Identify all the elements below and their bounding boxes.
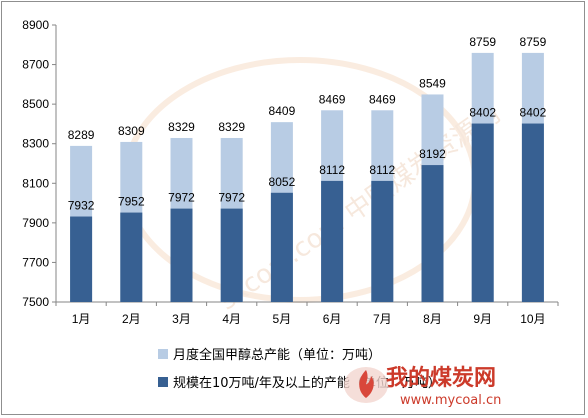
legend-swatch-total: [158, 349, 168, 359]
bar-large-scale-capacity: [270, 192, 293, 302]
x-tick-label: 1月: [72, 312, 91, 326]
data-label-total: 8469: [369, 92, 396, 106]
y-tick-label: 8700: [22, 58, 49, 72]
data-label-total: 8409: [269, 104, 296, 118]
bar-large-scale-capacity: [371, 180, 394, 302]
logo-text: 我的煤炭网: [386, 365, 496, 391]
y-tick-label: 7700: [22, 255, 49, 269]
bar-large-scale-capacity: [321, 180, 344, 302]
bar-large-scale-capacity: [471, 123, 494, 302]
data-label-total: 8309: [118, 124, 145, 138]
x-tick-label: 9月: [473, 312, 492, 326]
bar-large-scale-capacity: [220, 208, 243, 302]
x-tick-label: 4月: [222, 312, 241, 326]
bar-large-scale-capacity: [421, 165, 444, 302]
x-tick-label: 10月: [520, 312, 545, 326]
x-tick-label: 8月: [423, 312, 442, 326]
data-label-large-scale: 7932: [68, 199, 95, 213]
data-label-large-scale: 8052: [269, 175, 296, 189]
data-label-large-scale: 8402: [520, 106, 547, 120]
data-label-total: 8329: [218, 120, 245, 134]
bar-large-scale-capacity: [521, 123, 544, 302]
flame-logo-icon: [344, 367, 388, 403]
y-tick-label: 7900: [22, 216, 49, 230]
legend-label-total: 月度全国甲醇总产能（单位：万吨）: [173, 347, 381, 363]
data-label-total: 8469: [319, 92, 346, 106]
data-label-large-scale: 8402: [469, 106, 496, 120]
y-tick-label: 8500: [22, 97, 49, 111]
data-label-large-scale: 8192: [419, 147, 446, 161]
bar-large-scale-capacity: [70, 216, 93, 302]
y-tick-label: 8100: [22, 176, 49, 190]
x-tick-label: 2月: [122, 312, 141, 326]
data-label-total: 8759: [469, 35, 496, 49]
bar-large-scale-capacity: [120, 212, 143, 302]
x-tick-label: 3月: [172, 312, 191, 326]
data-label-total: 8759: [520, 35, 547, 49]
bar-large-scale-capacity: [170, 208, 193, 302]
watermark-text: sxcoal.com 中国煤炭资源网: [214, 99, 506, 316]
logo-url: www.mycoal.cn: [400, 393, 501, 408]
data-label-large-scale: 7952: [118, 195, 145, 209]
plot-area: 7500 7700 7900 8100 8300 8500 8700 8900 8289 7932…: [22, 18, 559, 326]
data-label-large-scale: 7972: [218, 191, 245, 205]
y-tick-label: 8300: [22, 137, 49, 151]
data-label-large-scale: 7972: [168, 191, 195, 205]
logo-watermark: 我的煤炭网 www.mycoal.cn: [344, 365, 501, 408]
y-tick-label: 7500: [22, 295, 49, 309]
data-label-total: 8329: [168, 120, 195, 134]
x-tick-label: 5月: [273, 312, 292, 326]
legend-swatch-large-scale: [158, 377, 168, 387]
x-tick-label: 6月: [323, 312, 342, 326]
data-label-large-scale: 8112: [319, 163, 345, 177]
data-label-total: 8289: [68, 128, 95, 142]
data-label-total: 8549: [419, 76, 446, 90]
x-tick-label: 7月: [373, 312, 392, 326]
data-label-large-scale: 8112: [369, 163, 395, 177]
y-tick-label: 8900: [22, 18, 49, 32]
